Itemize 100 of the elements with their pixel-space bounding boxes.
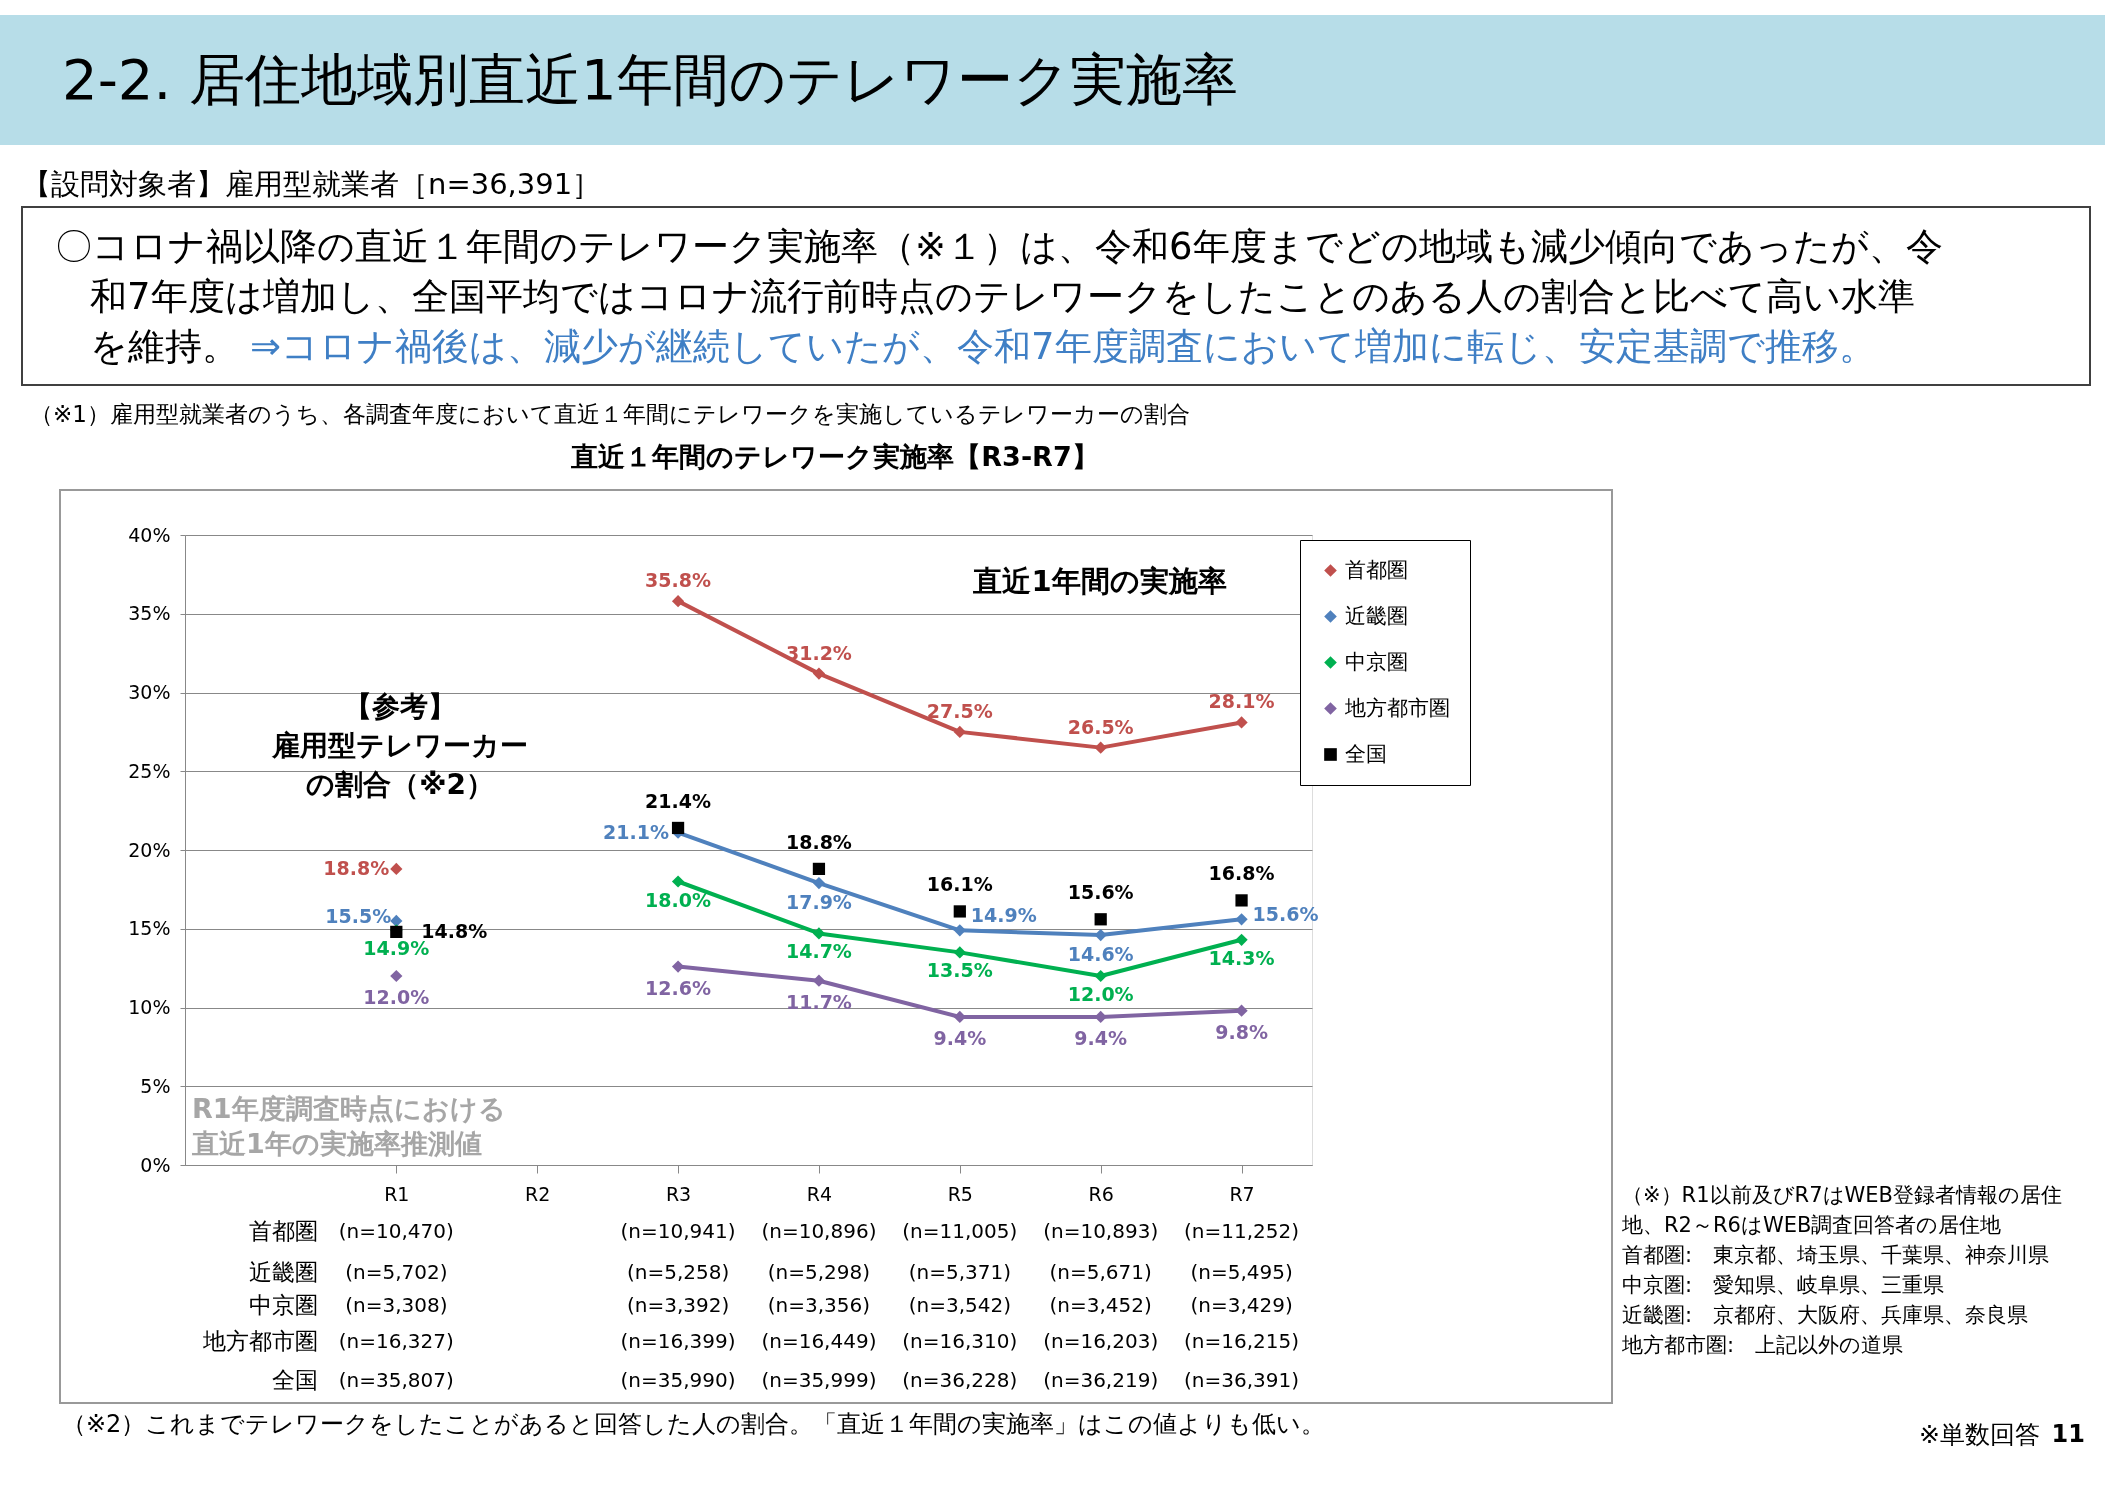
point	[812, 667, 826, 680]
y-tick-label: 20%	[128, 838, 171, 861]
legend-label: 近畿圏	[1345, 603, 1408, 628]
data-label: 9.4%	[1074, 1026, 1128, 1049]
point	[953, 725, 966, 738]
point	[671, 821, 685, 835]
point	[390, 862, 403, 876]
text: (n=36,391)	[1184, 1368, 1300, 1392]
data-label: 28.1%	[1208, 690, 1275, 713]
text: （※2）これまでテレワークをしたことがあると回答した人の割合。「直近１年間の実施率」はこの値よりも低い。	[62, 1410, 1326, 1438]
text: ⇒コロナ禍後は、減少が継続していたが、令和7年度調査において増加に転じ、安定基調で推移。	[250, 325, 1876, 368]
data-label: 18.0%	[645, 888, 712, 911]
point	[812, 927, 826, 940]
text: （※）R1以前及びR7はWEB登録者情報の居住	[1622, 1183, 2062, 1207]
data-label: 12.0%	[1067, 983, 1134, 1005]
point	[953, 1010, 966, 1024]
data-label: 18.8%	[785, 830, 852, 853]
text: (n=10,893)	[1043, 1219, 1159, 1243]
legend-label: 地方都市圏	[1344, 695, 1450, 720]
text: (n=5,371)	[908, 1260, 1011, 1284]
y-tick-label: 10%	[128, 996, 171, 1018]
x-tick-label: R6	[1088, 1182, 1114, 1205]
point	[812, 974, 826, 987]
point	[1094, 741, 1107, 754]
data-label: 16.1%	[926, 873, 993, 896]
data-label: 12.0%	[363, 986, 430, 1008]
text: (n=10,470)	[338, 1219, 454, 1243]
x-tick-label: R5	[947, 1182, 973, 1205]
annotation: の割合（※2）	[306, 768, 494, 801]
point	[953, 924, 966, 937]
data-label: 9.4%	[933, 1026, 987, 1049]
point	[1094, 928, 1107, 942]
annotation: 【参考】	[344, 690, 456, 723]
text: 中京圏	[249, 1292, 318, 1318]
annotation: 直近1年間の実施率	[972, 564, 1227, 598]
data-label: 35.8%	[645, 569, 712, 592]
text: (n=3,308)	[345, 1293, 448, 1317]
annotation: 直近1年の実施率推測値	[191, 1128, 482, 1159]
data-label: 14.9%	[970, 904, 1037, 927]
data-label: 27.5%	[926, 699, 993, 722]
annotation: 雇用型テレワーカー	[271, 729, 528, 762]
text: を維持。	[90, 325, 239, 368]
text: (n=36,228)	[902, 1368, 1018, 1392]
point	[671, 595, 685, 608]
x-tick-label: R4	[806, 1182, 833, 1205]
text: (n=16,310)	[902, 1329, 1018, 1353]
text: (n=5,258)	[626, 1260, 730, 1284]
data-label: 14.3%	[1208, 946, 1275, 969]
text: (n=16,327)	[338, 1329, 454, 1353]
text: 地方都市圏	[202, 1328, 318, 1354]
x-tick-label: R2	[525, 1182, 551, 1205]
point	[812, 876, 826, 890]
text: (n=5,298)	[767, 1260, 871, 1284]
text: 11	[2051, 1420, 2085, 1448]
point	[953, 946, 966, 959]
data-label: 15.6%	[1252, 903, 1319, 926]
point	[953, 905, 966, 918]
y-tick-label: 25%	[128, 759, 171, 782]
text: (n=5,671)	[1049, 1260, 1152, 1284]
legend-label: 中京圏	[1345, 649, 1408, 674]
text: (n=16,399)	[620, 1329, 736, 1353]
text: 首都圏	[249, 1218, 318, 1244]
x-tick-label: R1	[384, 1182, 410, 1205]
text: 【設問対象者】雇用型就業者［n=36,391］	[22, 167, 602, 201]
text: (n=11,005)	[902, 1219, 1018, 1243]
data-label: 16.8%	[1208, 862, 1275, 885]
text: (n=5,495)	[1190, 1260, 1293, 1284]
point	[671, 960, 685, 973]
text: (n=10,896)	[761, 1219, 877, 1243]
text: (n=5,702)	[345, 1260, 448, 1284]
x-tick-label: R3	[665, 1182, 692, 1205]
data-label: 21.1%	[603, 820, 670, 843]
y-tick-label: 40%	[128, 523, 171, 546]
text: ※単数回答	[1919, 1420, 2040, 1449]
text: (n=35,999)	[761, 1368, 877, 1392]
text: (n=16,203)	[1043, 1329, 1159, 1353]
point	[1094, 913, 1107, 926]
text: 地、R2～R6はWEB調査回答者の居住地	[1621, 1213, 2002, 1237]
data-label: 13.5%	[926, 959, 993, 982]
point	[390, 969, 403, 983]
y-tick-label: 0%	[140, 1153, 171, 1176]
data-label: 12.6%	[645, 976, 712, 999]
point	[1094, 969, 1107, 983]
y-tick-label: 5%	[140, 1074, 171, 1097]
text: (n=16,215)	[1184, 1329, 1300, 1353]
data-label: 11.7%	[785, 990, 852, 1013]
data-label: 26.5%	[1067, 715, 1134, 738]
text: (n=16,449)	[761, 1329, 877, 1353]
data-label: 14.6%	[1067, 943, 1134, 966]
text: 近畿圏: 京都府、大阪府、兵庫県、奈良県	[1622, 1303, 2029, 1327]
point	[1235, 716, 1248, 729]
text: (n=3,452)	[1049, 1293, 1152, 1317]
text: (n=11,252)	[1184, 1219, 1300, 1243]
data-label: 15.6%	[1067, 881, 1134, 904]
text: （※1）雇用型就業者のうち、各調査年度において直近１年間にテレワークを実施しているテレワーカーの割合	[30, 401, 1190, 427]
text: (n=35,807)	[338, 1368, 454, 1392]
text: 近畿圏	[249, 1259, 318, 1285]
point	[1094, 1010, 1107, 1024]
text: 〇コロナ禍以降の直近１年間のテレワーク実施率（※１）は、令和6年度までどの地域も減少傾向であったが、令	[55, 225, 1943, 268]
point	[1235, 913, 1248, 926]
